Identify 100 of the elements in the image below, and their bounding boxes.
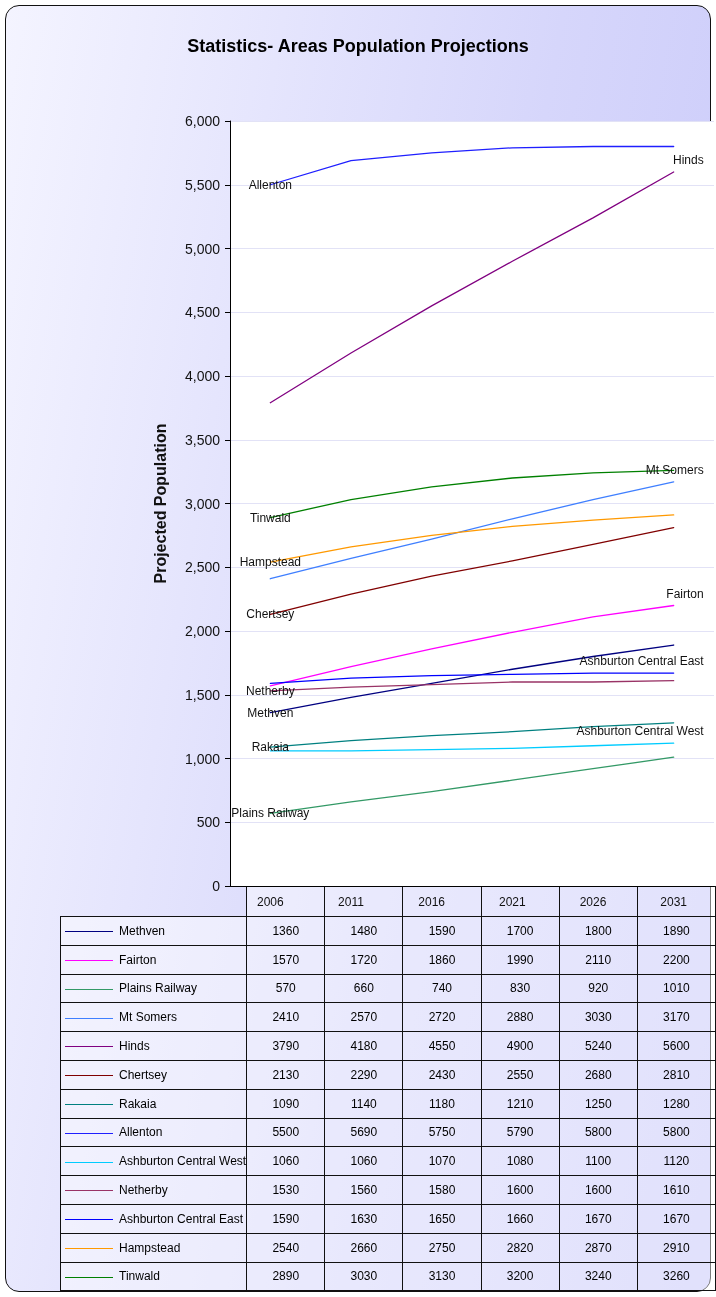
data-label: 1060 <box>246 1146 325 1176</box>
y-axis-title: Projected Population <box>151 423 169 584</box>
text: Ashburton Central East <box>579 654 704 669</box>
data-label: 2200 <box>637 945 716 975</box>
data-label: 1670 <box>637 1204 716 1234</box>
data-label: 1700 <box>481 916 560 946</box>
data-label: 1250 <box>559 1089 638 1119</box>
data-label: 2820 <box>481 1233 560 1263</box>
data-label: 2130 <box>246 1060 325 1090</box>
data-label: 3170 <box>637 1002 716 1032</box>
data-label: 740 <box>402 974 482 1003</box>
legend-label: Fairton <box>60 945 247 975</box>
data-label: 5800 <box>637 1118 716 1147</box>
x-tick-label: 2026 <box>579 895 607 909</box>
data-label: 2410 <box>246 1002 325 1032</box>
data-label: 5750 <box>402 1118 482 1147</box>
legend-label: Hinds <box>60 1031 247 1061</box>
y-tick-label: 1,500 <box>184 686 221 703</box>
text: Hinds <box>672 153 704 167</box>
data-label: 1590 <box>246 1204 325 1234</box>
data-label: 570 <box>246 974 325 1003</box>
data-label: 2570 <box>324 1002 403 1032</box>
text: Fairton <box>666 586 704 601</box>
legend-label: Allenton <box>60 1118 247 1147</box>
data-label: 1720 <box>324 945 403 975</box>
text: Plains Railway <box>231 806 310 821</box>
y-tick-label: 2,000 <box>184 623 221 639</box>
data-label: 2550 <box>481 1060 560 1090</box>
data-label: 1800 <box>559 916 638 946</box>
data-label: 5800 <box>559 1118 638 1147</box>
data-label: 1360 <box>246 916 325 946</box>
data-label: 1480 <box>324 916 403 946</box>
legend-label: Netherby <box>60 1175 247 1205</box>
x-tick-label: 2031 <box>660 895 688 909</box>
data-label: 3260 <box>637 1262 716 1291</box>
data-label: 3790 <box>246 1031 325 1061</box>
data-label: 2720 <box>402 1002 482 1032</box>
y-tick-label: 6,000 <box>184 113 221 129</box>
data-label: 1010 <box>637 974 716 1003</box>
data-label: 2750 <box>402 1233 482 1263</box>
data-label: 1890 <box>637 916 716 946</box>
data-label: 2880 <box>481 1002 560 1032</box>
y-tick-label: 3,000 <box>184 495 221 512</box>
text: Tinwald <box>249 510 291 525</box>
text: Allenton <box>248 177 293 192</box>
data-label: 1660 <box>481 1204 560 1234</box>
data-label: 3030 <box>324 1262 403 1291</box>
data-label: 1990 <box>481 945 560 975</box>
legend-label: Ashburton Central West <box>60 1146 247 1176</box>
data-label: 1560 <box>324 1175 403 1205</box>
x-tick-label: 2016 <box>418 895 446 909</box>
legend-label: Ashburton Central East <box>60 1204 247 1234</box>
x-tick-label: 2011 <box>338 895 365 909</box>
data-label: 5500 <box>246 1118 325 1147</box>
data-label: 4180 <box>324 1031 403 1061</box>
text: Hampstead <box>239 555 302 570</box>
y-tick-label: 4,000 <box>184 368 221 384</box>
legend-label: Tinwald <box>60 1262 247 1291</box>
data-label: 3240 <box>559 1262 638 1291</box>
data-label: 4900 <box>481 1031 560 1061</box>
legend-label: Plains Railway <box>60 974 247 1003</box>
chart-title: Statistics- Areas Population Projections <box>186 36 530 57</box>
data-label: 1100 <box>559 1146 638 1176</box>
data-label: 2910 <box>637 1233 716 1263</box>
data-label: 2540 <box>246 1233 325 1263</box>
text: Ashburton Central West <box>576 724 704 739</box>
legend-label: Chertsey <box>60 1060 247 1090</box>
data-label: 1070 <box>402 1146 482 1176</box>
data-label: 5790 <box>481 1118 560 1147</box>
data-label: 5240 <box>559 1031 638 1061</box>
data-label: 3200 <box>481 1262 560 1291</box>
data-label: 2290 <box>324 1060 403 1090</box>
data-label: 2870 <box>559 1233 638 1263</box>
data-label: 1080 <box>481 1146 560 1176</box>
data-label: 5600 <box>637 1031 716 1061</box>
data-label: 1210 <box>481 1089 560 1119</box>
y-tick-label: 500 <box>196 814 221 831</box>
data-label: 1280 <box>637 1089 716 1119</box>
data-label: 4550 <box>402 1031 482 1061</box>
data-label: 2810 <box>637 1060 716 1090</box>
y-tick-label: 5,000 <box>184 240 221 257</box>
legend-label: Hampstead <box>60 1233 247 1263</box>
data-label: 920 <box>559 974 638 1003</box>
data-label: 5690 <box>324 1118 403 1147</box>
x-tick-label: 2021 <box>498 895 526 909</box>
data-label: 1090 <box>246 1089 325 1119</box>
text: Chertsey <box>246 607 295 622</box>
y-tick-label: 0 <box>212 878 221 894</box>
data-label: 3030 <box>559 1002 638 1032</box>
y-tick-label: 4,500 <box>184 304 221 321</box>
data-label: 1860 <box>402 945 482 975</box>
y-tick-label: 2,500 <box>184 559 221 576</box>
y-tick-label: 5,500 <box>184 176 221 193</box>
legend-label: Rakaia <box>60 1089 247 1119</box>
data-label: 660 <box>324 974 403 1003</box>
data-label: 1180 <box>402 1089 482 1119</box>
data-label: 1600 <box>481 1175 560 1205</box>
data-label: 1530 <box>246 1175 325 1205</box>
data-label: 1570 <box>246 945 325 975</box>
data-label: 2680 <box>559 1060 638 1090</box>
